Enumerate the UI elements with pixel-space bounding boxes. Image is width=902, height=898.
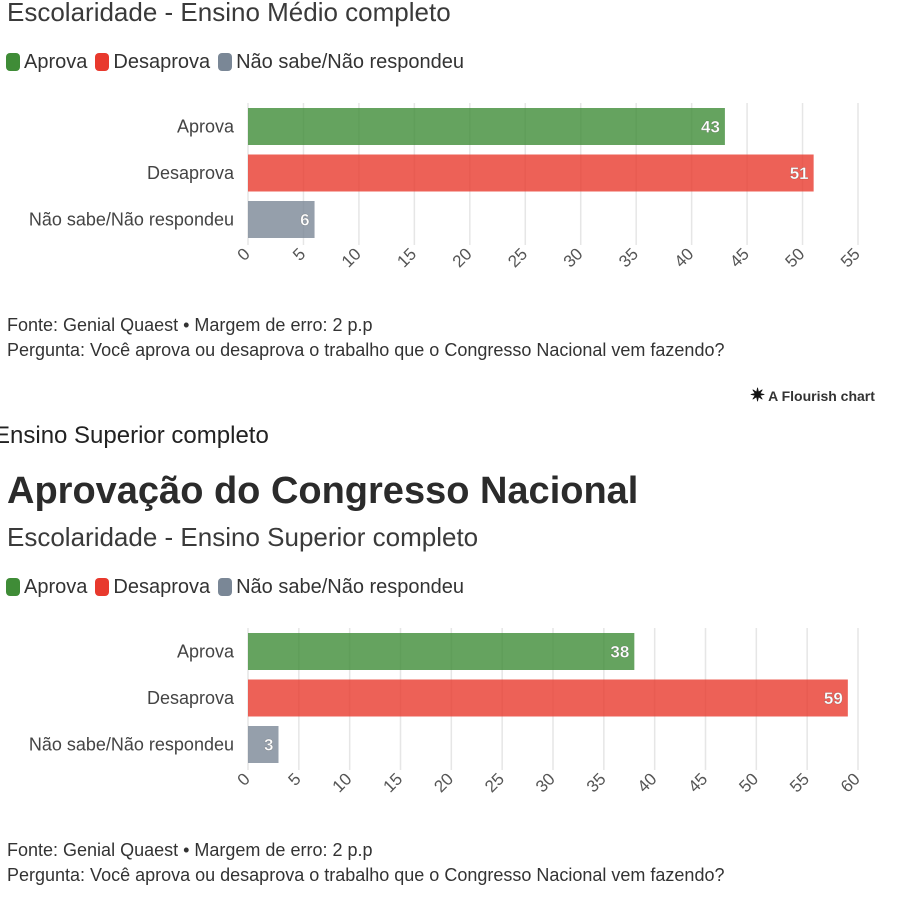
footer-question-top: Pergunta: Você aprova ou desaprova o tra… bbox=[7, 340, 725, 360]
bottom-category-label-aprova: Aprova bbox=[177, 642, 235, 662]
bottom-value-label-aprova: 38 bbox=[610, 643, 629, 662]
legend-label-nao-sabe: Não sabe/Não respondeu bbox=[236, 575, 465, 598]
chart-subtitle-top: Escolaridade - Ensino Médio completo bbox=[7, 0, 451, 27]
chart-subtitle-bottom: Escolaridade - Ensino Superior completo bbox=[7, 522, 479, 552]
top-value-label-nao-sabe: 6 bbox=[300, 211, 309, 230]
footer-question-bottom: Pergunta: Você aprova ou desaprova o tra… bbox=[7, 865, 725, 885]
legend-bottom: Aprova Desaprova Não sabe/Não respondeu bbox=[6, 575, 472, 599]
legend-item-desaprova[interactable]: Desaprova bbox=[95, 576, 210, 599]
legend-item-nao-sabe[interactable]: Não sabe/Não respondeu bbox=[218, 51, 464, 74]
top-x-tick-label: 40 bbox=[671, 244, 698, 271]
bottom-x-tick-label: 10 bbox=[329, 769, 356, 796]
bottom-x-tick-label: 50 bbox=[735, 769, 762, 796]
footer-source-bottom: Fonte: Genial Quaest • Margem de erro: 2… bbox=[7, 840, 373, 860]
bottom-x-tick-label: 25 bbox=[481, 769, 508, 796]
bar-chart-top: Aprova 43 Desaprova 51 Não sabe/Não responde… bbox=[29, 103, 864, 271]
top-bar-nao-sabe[interactable] bbox=[248, 201, 315, 238]
top-bar-desaprova[interactable] bbox=[248, 154, 814, 192]
bottom-x-tick-label: 5 bbox=[285, 769, 305, 789]
top-category-label-desaprova: Desaprova bbox=[147, 163, 235, 183]
legend-item-desaprova[interactable]: Desaprova bbox=[95, 51, 210, 74]
footer-source-top: Fonte: Genial Quaest • Margem de erro: 2… bbox=[7, 315, 373, 335]
legend-swatch-aprova bbox=[6, 578, 20, 596]
top-x-tick-label: 25 bbox=[504, 244, 531, 271]
bottom-x-tick-label: 20 bbox=[430, 769, 457, 796]
bar-chart-bottom: Aprova 38 Desaprova 59 Não sabe/Não responde… bbox=[29, 628, 864, 796]
legend-item-aprova[interactable]: Aprova bbox=[6, 576, 87, 599]
legend-swatch-nao-sabe bbox=[218, 53, 233, 71]
bottom-category-label-desaprova: Desaprova bbox=[147, 688, 235, 708]
top-x-tick-label: 5 bbox=[289, 244, 309, 264]
flourish-attribution-label: A Flourish chart bbox=[768, 387, 875, 404]
legend-swatch-desaprova bbox=[95, 53, 110, 71]
bottom-x-tick-label: 0 bbox=[234, 769, 254, 789]
bottom-category-label-nao-sabe: Não sabe/Não respondeu bbox=[29, 735, 234, 755]
flourish-attribution[interactable]: ✷ A Flourish chart bbox=[750, 385, 875, 406]
bottom-x-tick-label: 35 bbox=[583, 769, 610, 796]
top-bar-aprova[interactable] bbox=[248, 108, 725, 145]
legend-label-aprova: Aprova bbox=[24, 50, 88, 73]
top-x-tick-label: 0 bbox=[234, 244, 254, 264]
bottom-x-tick-label: 40 bbox=[634, 769, 661, 796]
bottom-x-tick-label: 60 bbox=[837, 769, 864, 796]
legend-label-desaprova: Desaprova bbox=[113, 50, 211, 73]
top-value-label-desaprova: 51 bbox=[790, 164, 809, 183]
legend-label-desaprova: Desaprova bbox=[113, 575, 211, 598]
legend-label-aprova: Aprova bbox=[24, 575, 88, 598]
bottom-bar-desaprova[interactable] bbox=[248, 679, 848, 717]
top-x-tick-label: 30 bbox=[560, 244, 587, 271]
legend-swatch-nao-sabe bbox=[218, 578, 233, 596]
top-category-label-aprova: Aprova bbox=[177, 117, 235, 137]
top-x-tick-label: 55 bbox=[837, 244, 864, 271]
bottom-bar-nao-sabe[interactable] bbox=[248, 726, 279, 763]
top-x-tick-label: 20 bbox=[449, 244, 476, 271]
bottom-x-tick-label: 55 bbox=[786, 769, 813, 796]
top-x-tick-label: 15 bbox=[393, 244, 420, 271]
top-category-label-nao-sabe: Não sabe/Não respondeu bbox=[29, 210, 234, 230]
legend-swatch-aprova bbox=[6, 53, 20, 71]
legend-swatch-desaprova bbox=[95, 578, 110, 596]
top-x-tick-label: 50 bbox=[782, 244, 809, 271]
chart-title-bottom: Aprovação do Congresso Nacional bbox=[7, 470, 639, 512]
bottom-bar-aprova[interactable] bbox=[248, 633, 635, 670]
flourish-icon: ✷ bbox=[750, 385, 766, 405]
legend-top: Aprova Desaprova Não sabe/Não respondeu bbox=[6, 50, 472, 74]
footer-bottom: Fonte: Genial Quaest • Margem de erro: 2… bbox=[7, 838, 724, 888]
top-x-tick-label: 35 bbox=[615, 244, 642, 271]
bottom-x-tick-label: 15 bbox=[380, 769, 407, 796]
top-x-tick-label: 45 bbox=[726, 244, 753, 271]
bottom-x-tick-label: 30 bbox=[532, 769, 559, 796]
legend-item-nao-sabe[interactable]: Não sabe/Não respondeu bbox=[218, 576, 464, 599]
bottom-x-tick-label: 45 bbox=[685, 769, 712, 796]
section-heading: Ensino Superior completo bbox=[0, 422, 269, 449]
top-x-tick-label: 10 bbox=[338, 244, 365, 271]
footer-top: Fonte: Genial Quaest • Margem de erro: 2… bbox=[7, 313, 724, 363]
legend-label-nao-sabe: Não sabe/Não respondeu bbox=[236, 50, 465, 73]
bottom-value-label-desaprova: 59 bbox=[824, 689, 843, 708]
bottom-value-label-nao-sabe: 3 bbox=[264, 736, 273, 755]
top-value-label-aprova: 43 bbox=[701, 118, 720, 137]
legend-item-aprova[interactable]: Aprova bbox=[6, 51, 87, 74]
